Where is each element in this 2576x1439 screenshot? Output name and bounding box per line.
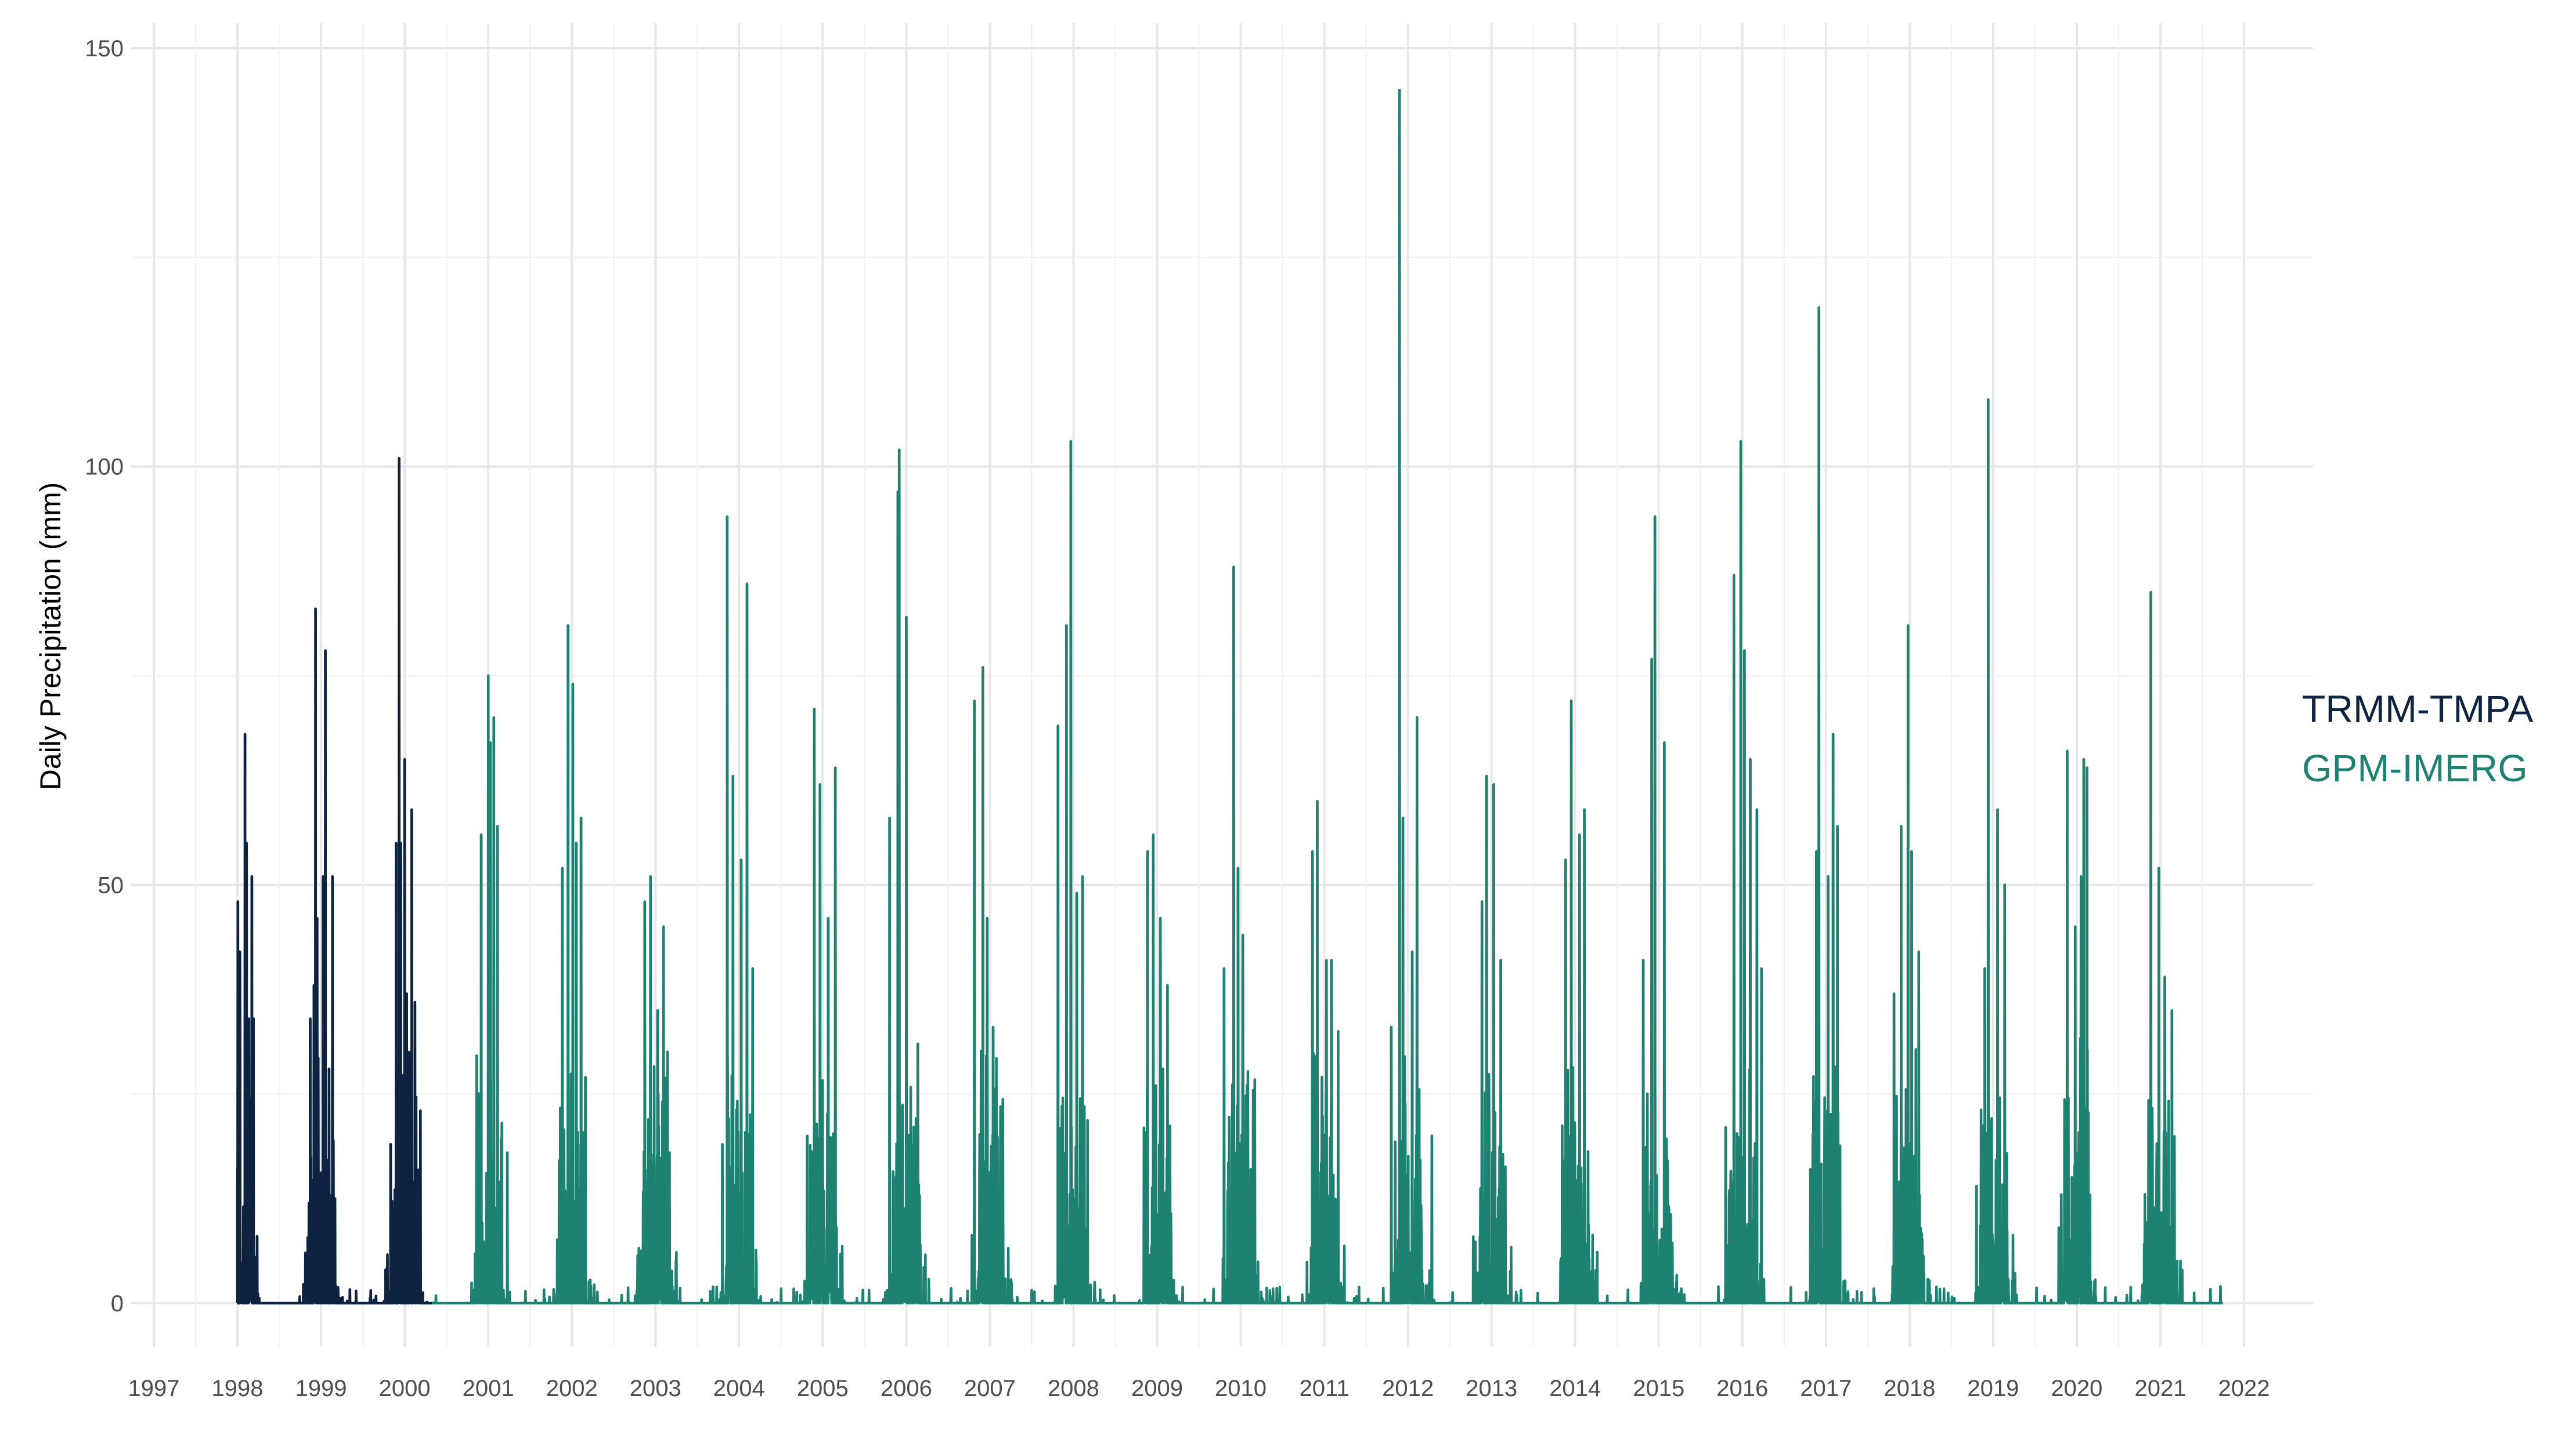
y-tick-label: 0 <box>111 1291 124 1317</box>
x-tick-label: 2021 <box>2134 1376 2186 1401</box>
x-tick-label: 1999 <box>295 1376 347 1401</box>
x-tick-label: 2003 <box>630 1376 681 1401</box>
x-tick-label: 2004 <box>713 1376 765 1401</box>
y-axis-ticks: 0 50 100 150 <box>85 36 124 1317</box>
x-tick-label: 1997 <box>128 1376 180 1401</box>
data-layer <box>236 88 2224 1305</box>
x-tick-label: 2015 <box>1633 1376 1684 1401</box>
legend: TRMM-TMPA GPM-IMERG <box>2302 687 2533 789</box>
x-axis-ticks: 1997 1998 1999 2000 2001 2002 2003 2004 2005 2006… <box>128 1376 2270 1401</box>
x-tick-label: 2011 <box>1300 1376 1350 1401</box>
x-tick-label: 2013 <box>1466 1376 1517 1401</box>
x-tick-label: 2018 <box>1884 1376 1935 1401</box>
legend-label-gpm-imerg: GPM-IMERG <box>2302 746 2528 789</box>
legend-label-trmm-tmpa: TRMM-TMPA <box>2302 687 2533 730</box>
x-tick-label: 1998 <box>212 1376 264 1401</box>
x-tick-label: 2020 <box>2051 1376 2102 1401</box>
series-trmm-tmpa <box>236 457 434 1305</box>
x-tick-label: 2000 <box>379 1376 431 1401</box>
y-axis-title: Daily Precipitation (mm) <box>34 482 67 791</box>
x-tick-label: 2009 <box>1131 1376 1183 1401</box>
x-tick-label: 2016 <box>1716 1376 1768 1401</box>
series-line <box>236 457 434 1305</box>
x-tick-label: 2014 <box>1549 1376 1601 1401</box>
y-tick-label: 100 <box>85 455 124 480</box>
x-tick-label: 2010 <box>1215 1376 1267 1401</box>
x-tick-label: 2017 <box>1800 1376 1852 1401</box>
x-tick-label: 2012 <box>1382 1376 1434 1401</box>
x-tick-label: 2001 <box>463 1376 514 1401</box>
x-tick-label: 2006 <box>881 1376 932 1401</box>
series-gpm-imerg <box>431 88 2224 1305</box>
y-tick-label: 150 <box>85 36 124 62</box>
x-tick-label: 2005 <box>797 1376 849 1401</box>
x-tick-label: 2019 <box>1967 1376 2019 1401</box>
x-tick-label: 2007 <box>964 1376 1016 1401</box>
x-tick-label: 2022 <box>2218 1376 2270 1401</box>
y-tick-label: 50 <box>98 872 124 898</box>
x-tick-label: 2008 <box>1048 1376 1099 1401</box>
x-tick-label: 2002 <box>546 1376 598 1401</box>
